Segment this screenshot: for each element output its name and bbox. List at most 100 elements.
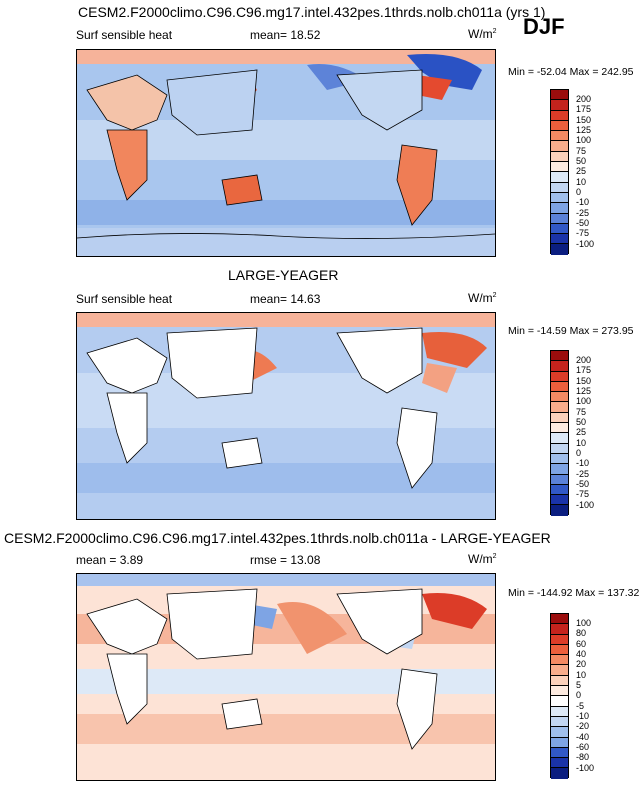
colorbar-3-swatch	[551, 706, 568, 717]
colorbar-1-label: 50	[576, 156, 587, 166]
colorbar-1-swatch	[551, 120, 568, 132]
panel-3-rmse-label: rmse = 13.08	[250, 553, 321, 567]
colorbar-3-label: -5	[576, 701, 585, 711]
colorbar-3-label: 40	[576, 649, 587, 659]
colorbar-3-label: -100	[576, 763, 595, 773]
colorbar-3-label: 10	[576, 670, 587, 680]
colorbar-1-label: 100	[576, 135, 592, 145]
colorbar-3-label: 20	[576, 659, 587, 669]
colorbar-3-swatch	[551, 634, 568, 645]
colorbar-3-label: -40	[576, 732, 590, 742]
colorbar-3-swatch	[551, 768, 568, 779]
colorbar-1-swatch	[551, 234, 568, 245]
colorbar-1-swatch	[551, 223, 568, 235]
colorbar-2-swatch	[551, 412, 568, 424]
colorbar-1-label: -75	[576, 228, 590, 238]
colorbar-3-label: -60	[576, 742, 590, 752]
colorbar-2-label: 200	[576, 355, 592, 365]
colorbar-1-swatch	[551, 151, 568, 163]
panel-1-colorbar	[550, 89, 569, 255]
colorbar-1-label: -25	[576, 208, 590, 218]
colorbar-3-label: -10	[576, 711, 590, 721]
panel-1-variable-label: Surf sensible heat	[76, 28, 173, 42]
colorbar-2-swatch	[551, 423, 568, 434]
colorbar-1-label: -100	[576, 239, 595, 249]
colorbar-1-label: 75	[576, 146, 587, 156]
panel-1-mean-label: mean= 18.52	[250, 28, 321, 42]
colorbar-3-label: 5	[576, 680, 582, 690]
colorbar-1-swatch	[551, 244, 568, 255]
colorbar-3-swatch	[551, 675, 568, 687]
season-label: DJF	[523, 14, 565, 39]
panel-3-colorbar	[550, 613, 569, 779]
panel-2-title: LARGE-YEAGER	[228, 267, 339, 283]
panel-3-title: CESM2.F2000climo.C96.C96.mg17.intel.432p…	[4, 530, 551, 546]
colorbar-1-swatch	[551, 141, 568, 152]
colorbar-2-label: 75	[576, 407, 587, 417]
colorbar-3-swatch	[551, 737, 568, 748]
panel-1-map	[76, 49, 496, 257]
colorbar-2-swatch	[551, 381, 568, 393]
colorbar-2-swatch	[551, 443, 568, 454]
colorbar-3-swatch	[551, 727, 568, 738]
colorbar-2-label: 10	[576, 438, 587, 448]
colorbar-2-swatch	[551, 464, 568, 475]
colorbar-3-label: -20	[576, 721, 590, 731]
panel-3-minmax: Min = -144.92 Max = 137.32	[508, 587, 640, 599]
panel-1-units: W/m2	[468, 27, 497, 41]
colorbar-3-swatch	[551, 686, 568, 697]
colorbar-3-label: -80	[576, 752, 590, 762]
colorbar-2-label: 100	[576, 396, 592, 406]
colorbar-1-swatch	[551, 172, 568, 183]
colorbar-1-swatch	[551, 90, 568, 101]
colorbar-2-label: -10	[576, 458, 590, 468]
colorbar-3-swatch	[551, 655, 568, 666]
colorbar-2-label: 175	[576, 365, 592, 375]
colorbar-2-label: 0	[576, 448, 582, 458]
colorbar-2-label: 50	[576, 417, 587, 427]
panel-2-mean-label: mean= 14.63	[250, 292, 321, 306]
colorbar-1-label: 25	[576, 166, 587, 176]
panel-3-map	[76, 573, 496, 781]
colorbar-3-swatch	[551, 716, 568, 728]
colorbar-3-label: 0	[576, 690, 582, 700]
colorbar-1-label: 125	[576, 125, 592, 135]
panel-1-minmax: Min = -52.04 Max = 242.95	[508, 66, 634, 78]
panel-3-mean-label: mean = 3.89	[76, 553, 144, 567]
colorbar-2-label: -75	[576, 489, 590, 499]
colorbar-2-swatch	[551, 474, 568, 485]
colorbar-2-swatch	[551, 484, 568, 496]
colorbar-3-swatch	[551, 614, 568, 625]
colorbar-3-label: 80	[576, 628, 587, 638]
colorbar-2-label: 150	[576, 376, 592, 386]
colorbar-1-label: -10	[576, 197, 590, 207]
colorbar-3-swatch	[551, 758, 568, 769]
colorbar-1-label: 0	[576, 187, 582, 197]
colorbar-2-label: -50	[576, 479, 590, 489]
colorbar-1-swatch	[551, 182, 568, 193]
panel-2-colorbar	[550, 350, 569, 516]
panel-2-units: W/m2	[468, 291, 497, 305]
colorbar-3-swatch	[551, 644, 568, 656]
panel-2-variable-label: Surf sensible heat	[76, 292, 173, 306]
colorbar-1-swatch	[551, 213, 568, 224]
colorbar-2-swatch	[551, 453, 568, 465]
panel-2-map	[76, 312, 496, 520]
colorbar-3-swatch	[551, 747, 568, 759]
colorbar-3-label: 100	[576, 618, 592, 628]
colorbar-2-swatch	[551, 495, 568, 506]
colorbar-3-swatch	[551, 624, 568, 635]
colorbar-2-swatch	[551, 402, 568, 413]
colorbar-2-label: -100	[576, 500, 595, 510]
colorbar-1-swatch	[551, 110, 568, 121]
panel-2-minmax: Min = -14.59 Max = 273.95	[508, 325, 634, 337]
colorbar-2-label: 25	[576, 427, 587, 437]
colorbar-1-swatch	[551, 162, 568, 173]
colorbar-1-swatch	[551, 100, 568, 111]
colorbar-1-label: 200	[576, 94, 592, 104]
colorbar-1-label: 10	[576, 177, 587, 187]
colorbar-1-swatch	[551, 192, 568, 204]
colorbar-1-swatch	[551, 131, 568, 142]
panel-3-units: W/m2	[468, 552, 497, 566]
colorbar-2-label: 125	[576, 386, 592, 396]
